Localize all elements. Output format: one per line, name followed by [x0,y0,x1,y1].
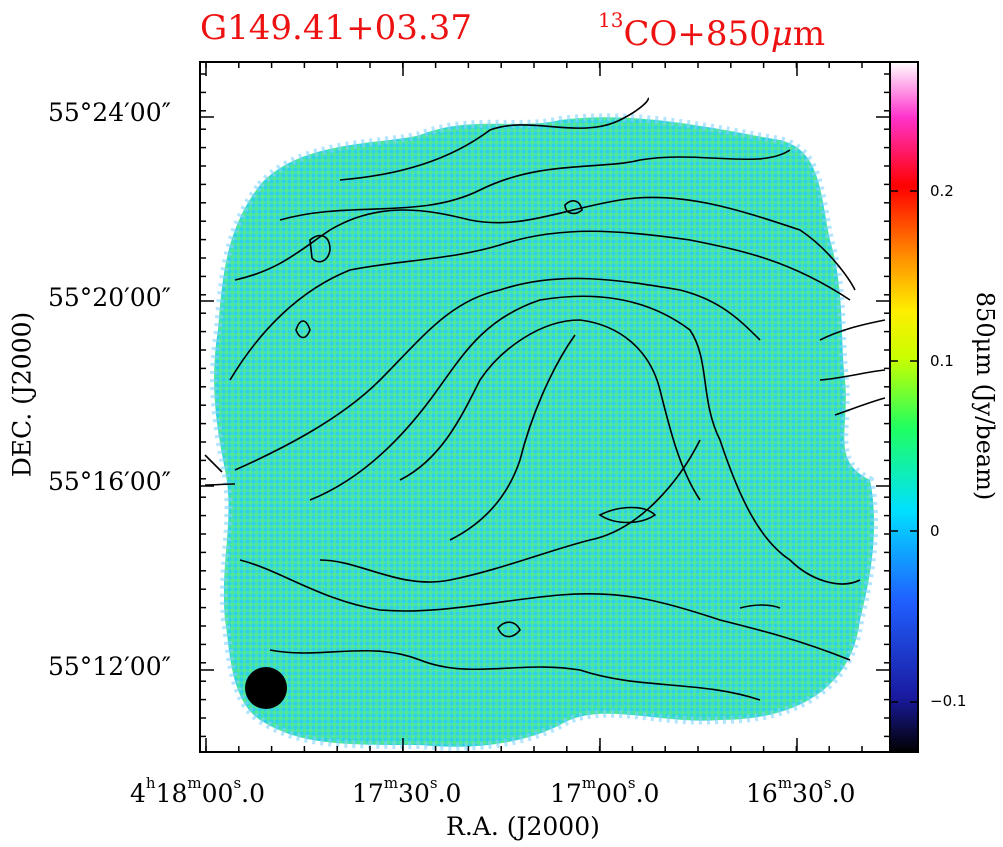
contour [295,320,311,339]
x-axis-label: R.A. (J2000) [446,812,600,841]
source-title: G149.41+03.37 [200,8,472,48]
colorbar-tick-label: 0 [930,522,940,540]
y-axis-label: DEC. (J2000) [7,311,37,478]
contour [309,234,331,263]
tracer-title: 13CO+850μm [598,8,825,54]
contour [339,97,649,181]
colorbar-tick-label: −0.1 [930,692,967,710]
y-tick-label: 55°20′00″ [48,283,171,312]
contour [234,277,761,471]
y-tick-label: 55°12′00″ [48,652,171,681]
contour [739,604,781,609]
beam-ellipse [245,667,287,709]
contour [598,506,657,524]
contour [239,559,851,661]
x-tick-label: 17m30s.0 [352,774,462,808]
contour [399,319,701,501]
axis-ticks [200,62,890,752]
tracer-mu: μ [770,14,793,54]
x-tick-label: 17m00s.0 [550,774,660,808]
y-tick-label: 55°24′00″ [48,98,171,127]
contour [204,454,223,473]
colorbar-label: 850μm (Jy/beam) [971,291,999,501]
contour [497,621,521,638]
contour [234,196,856,291]
x-tick-label: 16m30s.0 [746,774,856,808]
colorbar-ticks [890,190,918,703]
contour [319,439,701,583]
contour [204,483,236,486]
colorbar-tick-label: 0.1 [930,352,954,370]
contour-lines [204,97,886,701]
contour [564,200,583,215]
contour [229,230,851,381]
tracer-main: CO+850 [623,14,771,54]
isotope-superscript: 13 [598,8,624,32]
tracer-unit: m [792,14,826,54]
contour [279,149,791,221]
contour [269,649,761,701]
x-tick-label: 4h18m00s.0 [130,774,265,808]
y-tick-label: 55°16′00″ [48,467,171,496]
contour [449,334,576,541]
contour [819,319,886,341]
contour [834,397,886,416]
map-region [214,117,875,747]
colorbar-tick-label: 0.2 [930,182,954,200]
colorbar [889,61,919,753]
contour [309,295,861,585]
intensity-map [210,113,879,751]
contour [819,369,886,381]
